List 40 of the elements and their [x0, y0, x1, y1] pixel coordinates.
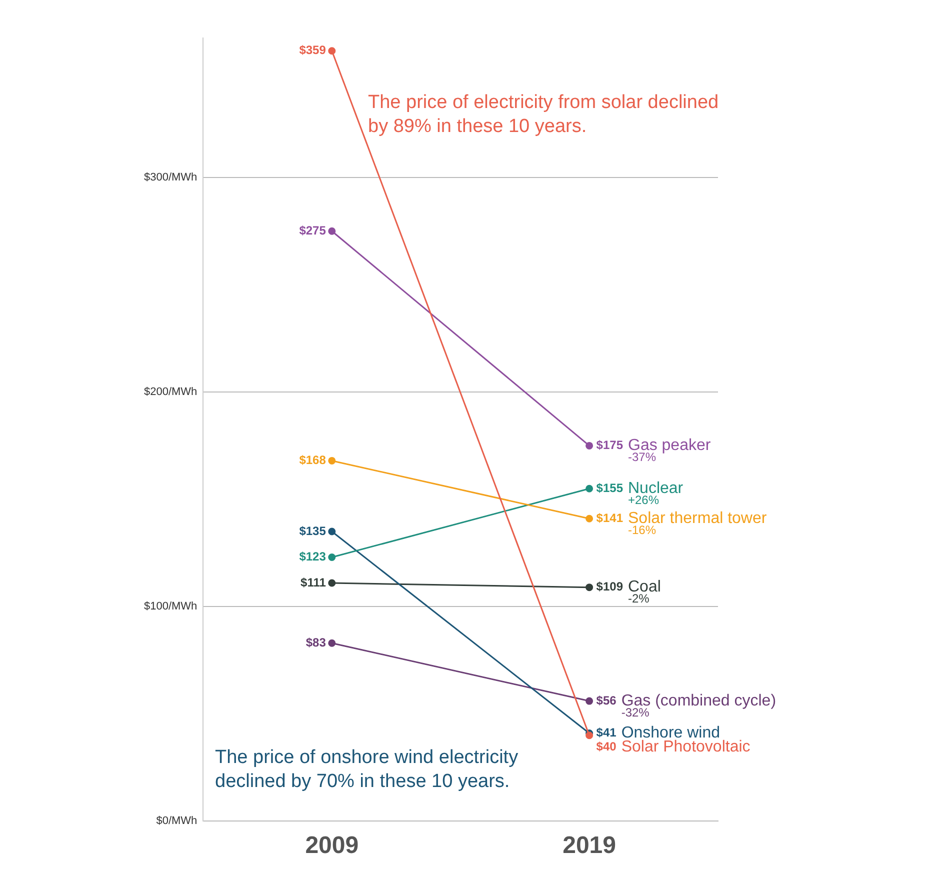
point — [328, 579, 336, 587]
point — [328, 528, 336, 536]
data-label: $56 — [596, 693, 617, 708]
annotation: -37% — [628, 450, 656, 464]
point — [586, 442, 594, 450]
point — [586, 732, 594, 740]
point — [586, 514, 594, 522]
series-label: Solar Photovoltaic — [621, 738, 750, 756]
data-label: $155 — [596, 480, 624, 495]
data-label: $123 — [299, 550, 326, 564]
point — [586, 484, 594, 492]
point — [328, 47, 336, 55]
annotation: +26% — [628, 492, 660, 507]
data-label: $109 — [596, 580, 624, 594]
data-label: $135 — [299, 524, 326, 538]
data-label: $168 — [299, 453, 326, 468]
annotation: -16% — [628, 522, 656, 537]
point — [586, 584, 594, 592]
y-tick-label: $200/MWh — [144, 386, 198, 398]
data-label: $175 — [596, 438, 624, 452]
data-label: $111 — [300, 575, 326, 590]
data-label: $41 — [596, 726, 617, 740]
annotation: The price of electricity from solar declined by 89% in these 10 years. — [368, 92, 719, 138]
point — [328, 554, 336, 562]
point — [328, 456, 336, 464]
point — [328, 227, 336, 235]
point — [586, 697, 594, 705]
x-tick-label: 2009 — [305, 832, 359, 860]
data-label: $359 — [299, 43, 326, 58]
data-label: $275 — [299, 223, 326, 238]
data-label: $83 — [306, 635, 326, 650]
point — [328, 639, 336, 647]
annotation: -2% — [628, 592, 650, 606]
annotation: The price of onshore wind electricity declined by 70% in these 10 years. — [215, 747, 519, 792]
x-tick-label: 2019 — [562, 832, 616, 860]
y-tick-label: $100/MWh — [144, 600, 198, 613]
y-tick-label: $300/MWh — [144, 172, 198, 184]
data-label: $141 — [596, 510, 624, 525]
y-tick-label: $0/MWh — [156, 815, 198, 828]
data-label: $40 — [596, 740, 617, 754]
